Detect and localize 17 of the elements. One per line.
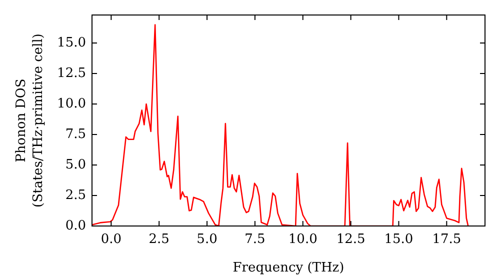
y-tick-label: 5.0 [65, 157, 86, 172]
x-tick-label: 17.5 [432, 232, 462, 248]
x-tick-label: 10.0 [288, 232, 318, 248]
y-axis-title: Phonon DOS (States/THz·primitive cell) [14, 33, 46, 208]
x-tick-label: 0.0 [100, 232, 122, 248]
x-tick-label: 7.5 [244, 232, 266, 248]
x-tick-label: 12.5 [336, 232, 366, 248]
y-tick-label: 10.0 [57, 96, 86, 112]
y-tick-label: 15.0 [57, 35, 86, 50]
y-tick-label: 7.5 [65, 126, 86, 142]
x-tick-label: 5.0 [196, 232, 218, 248]
y-tick-label: 0.0 [65, 218, 86, 234]
y-tick-label: 2.5 [65, 188, 86, 203]
x-tick-label: 15.0 [384, 232, 414, 248]
x-tick-label: 2.5 [148, 232, 170, 248]
y-tick-label: 12.5 [57, 66, 86, 81]
x-axis-title: Frequency (THz) [232, 260, 344, 276]
